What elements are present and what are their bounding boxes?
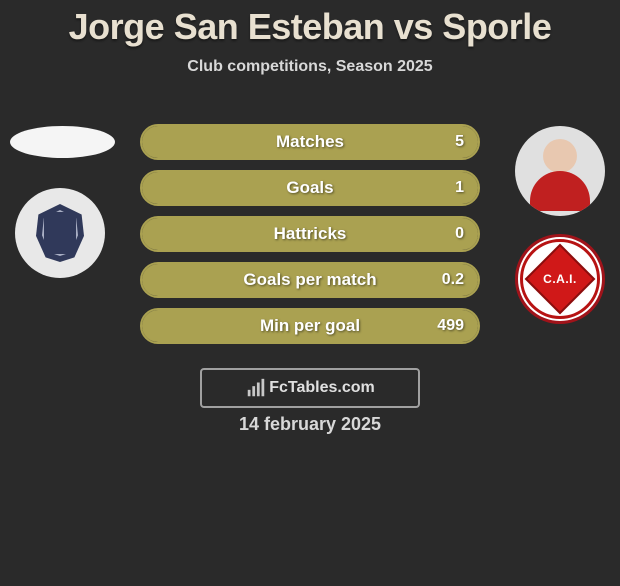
stat-bar: Goals per match 0.2 — [140, 262, 480, 298]
stat-label: Hattricks — [274, 224, 347, 244]
stats-bars: Matches 5 Goals 1 Hattricks 0 Goals per … — [140, 124, 480, 354]
date-label: 14 february 2025 — [0, 414, 620, 435]
stat-value-right: 1 — [455, 179, 464, 197]
player-left-avatar — [10, 126, 115, 158]
stat-bar: Hattricks 0 — [140, 216, 480, 252]
stat-bar: Min per goal 499 — [140, 308, 480, 344]
cai-badge-icon: C.A.I. — [520, 239, 600, 319]
stat-bar: Matches 5 — [140, 124, 480, 160]
brand-label: FcTables.com — [269, 379, 375, 397]
bar-chart-icon — [245, 377, 267, 399]
brand-box[interactable]: FcTables.com — [200, 368, 420, 408]
stat-label: Min per goal — [260, 316, 360, 336]
stat-label: Goals per match — [243, 270, 376, 290]
player-right-club-badge: C.A.I. — [515, 234, 605, 324]
stat-value-right: 0 — [455, 225, 464, 243]
player-right-avatar — [515, 126, 605, 216]
stat-value-right: 0.2 — [442, 271, 464, 289]
shield-icon — [36, 204, 84, 262]
stat-label: Matches — [276, 132, 344, 152]
stat-value-right: 5 — [455, 133, 464, 151]
page-title: Jorge San Esteban vs Sporle — [0, 6, 620, 48]
stat-label: Goals — [286, 178, 333, 198]
player-left-club-badge — [15, 188, 105, 278]
page-subtitle: Club competitions, Season 2025 — [0, 58, 620, 76]
stat-bar: Goals 1 — [140, 170, 480, 206]
stat-value-right: 499 — [437, 317, 464, 335]
left-column — [10, 126, 110, 296]
right-column: C.A.I. — [510, 126, 610, 342]
